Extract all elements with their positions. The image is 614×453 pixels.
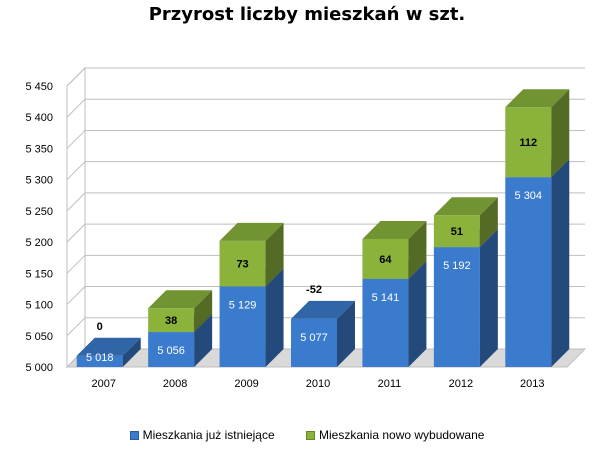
y-tick-label: 5 000 <box>25 362 53 374</box>
bar-new-2008-front <box>148 308 195 333</box>
y-tick-label: 5 200 <box>25 237 53 249</box>
data-label-new: 51 <box>451 226 463 238</box>
bar-new-2008-side <box>194 290 213 333</box>
bar-new-2008-top <box>148 290 213 309</box>
legend-label-existing: Mieszkania już istniejące <box>142 428 275 442</box>
bar-existing-2007-top <box>76 337 141 356</box>
bar-existing-2011-side <box>408 260 427 367</box>
bar-new-2013-side <box>551 89 570 178</box>
y-gridline <box>66 161 585 181</box>
bar-new-2011-front <box>362 238 409 279</box>
bar-existing-2011-front <box>362 278 409 367</box>
bar-existing-2009-front <box>219 286 266 367</box>
data-label-existing: 5 018 <box>86 352 114 364</box>
data-label-new: 64 <box>379 254 392 266</box>
x-tick-label: 2007 <box>91 378 115 390</box>
y-gridline <box>66 192 585 212</box>
x-tick-label: 2013 <box>520 378 544 390</box>
data-label-new: -52 <box>306 284 322 296</box>
y-gridline <box>66 98 585 118</box>
bar-new-2013-front <box>505 107 552 178</box>
y-tick-label: 5 300 <box>25 175 53 187</box>
x-tick-label: 2010 <box>306 378 330 390</box>
legend-swatch-new <box>305 431 315 441</box>
data-label-existing: 5 141 <box>372 292 400 304</box>
bar-new-2011-top <box>362 220 427 239</box>
bar-existing-2010-side <box>337 300 355 367</box>
bar-existing-2013-side <box>551 159 570 367</box>
x-tick-label: 2009 <box>234 378 258 390</box>
data-label-new: 0 <box>97 321 103 333</box>
data-label-existing: 5 129 <box>229 299 257 311</box>
bar-new-2008 <box>148 290 213 333</box>
bar-existing-2010-top <box>291 300 355 319</box>
bar-existing-2007-front <box>76 355 123 367</box>
data-label-existing: 5 192 <box>443 260 471 272</box>
bar-existing-2009-side <box>265 268 284 367</box>
y-tick-label: 5 100 <box>25 300 53 312</box>
data-label-existing: 5 304 <box>515 190 543 202</box>
y-tick-label: 5 050 <box>25 331 53 343</box>
bar-existing-2012-side <box>479 229 498 367</box>
y-tick-label: 5 400 <box>25 112 53 124</box>
data-label-new: 112 <box>519 137 537 149</box>
bar-new-2013-top <box>505 89 570 108</box>
x-tick-label: 2008 <box>163 378 187 390</box>
bar-new-2012-front <box>433 215 480 248</box>
y-gridline <box>66 67 585 87</box>
bar-existing-2007 <box>76 337 141 367</box>
y-tick-label: 5 450 <box>25 81 53 93</box>
bar-existing-2008-front <box>148 332 195 367</box>
bar-existing-2010 <box>291 300 355 367</box>
bar-new-2012-top <box>433 197 498 216</box>
legend-swatch-existing <box>129 431 139 441</box>
data-label-existing: 5 056 <box>157 345 185 357</box>
y-tick-label: 5 250 <box>25 206 53 218</box>
data-label-new: 38 <box>165 315 177 327</box>
bar-existing-2013-front <box>505 177 552 367</box>
bar-new-2011 <box>362 220 427 279</box>
bar-new-2012 <box>433 197 498 248</box>
bar-new-2009-front <box>219 240 266 287</box>
chart-side-wall <box>66 66 86 369</box>
bar-new-2011-side <box>408 220 427 279</box>
chart-title: Przyrost liczby mieszkań w szt. <box>148 4 466 25</box>
legend-label-new: Mieszkania nowo wybudowane <box>318 428 485 442</box>
bar-existing-2010-front <box>291 318 337 367</box>
x-tick-label: 2011 <box>378 378 402 390</box>
bar-new-2013 <box>505 89 570 178</box>
y-tick-label: 5 350 <box>25 143 53 155</box>
bar-existing-2012-front <box>433 247 480 367</box>
bar-existing-2008-side <box>194 314 213 367</box>
y-tick-label: 5 150 <box>25 268 53 280</box>
legend-item-new: Mieszkania nowo wybudowane <box>305 428 485 442</box>
chart-legend: Mieszkania już istniejące Mieszkania now… <box>0 428 614 442</box>
bar-new-2009-top <box>219 222 284 241</box>
data-label-new: 73 <box>236 259 248 271</box>
y-gridline <box>66 129 585 149</box>
bar-new-2009-side <box>265 222 284 287</box>
bar-new-2009 <box>219 222 284 287</box>
legend-item-existing: Mieszkania już istniejące <box>129 428 275 442</box>
bar-new-2012-side <box>479 197 498 248</box>
x-tick-label: 2012 <box>449 378 473 390</box>
bar-existing-2012 <box>433 229 498 367</box>
data-label-existing: 5 077 <box>300 332 328 344</box>
bar-existing-2007-side <box>122 337 141 367</box>
